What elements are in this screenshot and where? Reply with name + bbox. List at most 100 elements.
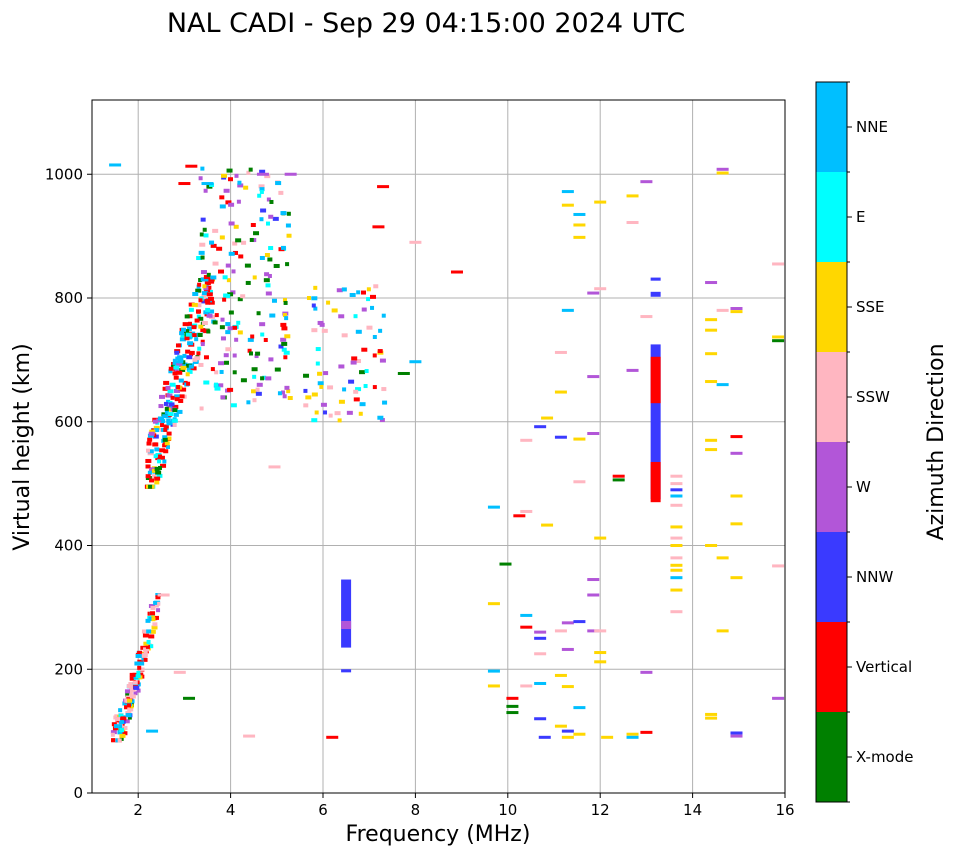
echo-point — [594, 536, 607, 540]
echo-mark — [195, 303, 202, 308]
echo-point — [705, 448, 718, 452]
echo-mark — [209, 279, 215, 284]
echo-mark — [197, 333, 203, 338]
echo-mark — [198, 250, 205, 255]
echo-point — [409, 360, 422, 364]
echo-point — [534, 652, 547, 656]
echo-point — [640, 670, 653, 674]
echo-mark — [143, 647, 150, 652]
echo-mark — [199, 242, 206, 247]
echo-mark — [146, 448, 151, 453]
echo-mark — [143, 641, 149, 646]
echo-mark — [260, 208, 267, 213]
echo-mark — [311, 303, 316, 308]
echo-mark — [256, 311, 261, 316]
echo-point — [538, 735, 551, 739]
echo-mark — [150, 605, 156, 610]
echo-mark — [379, 358, 386, 363]
x-tick-label: 12 — [591, 801, 610, 819]
echo-mark — [372, 385, 377, 390]
echo-mark — [164, 410, 169, 415]
echo-mark — [173, 375, 179, 380]
echo-mark — [183, 329, 190, 334]
echo-mark — [223, 188, 230, 193]
echo-mark — [259, 169, 266, 174]
echo-mark — [285, 223, 291, 228]
echo-mark — [233, 250, 239, 255]
echo-mark — [203, 310, 209, 315]
echo-mark — [227, 177, 233, 182]
echo-mark — [115, 717, 121, 722]
echo-mark — [313, 285, 318, 290]
echo-mark — [156, 601, 161, 606]
echo-mark — [219, 369, 224, 374]
echo-mark — [174, 397, 180, 402]
echo-mark — [135, 674, 141, 679]
echo-mark — [172, 422, 177, 427]
echo-point — [541, 523, 554, 527]
echo-mark — [127, 703, 132, 708]
echo-point — [626, 735, 639, 739]
echo-mark — [282, 298, 287, 303]
echo-mark — [260, 376, 265, 381]
echo-point — [268, 465, 281, 469]
echo-mark — [214, 313, 219, 318]
echo-mark — [203, 286, 209, 291]
x-tick-label: 14 — [683, 801, 702, 819]
x-tick-label: 2 — [133, 801, 143, 819]
echo-point — [587, 432, 600, 436]
echo-mark — [225, 263, 231, 268]
echo-mark — [149, 629, 156, 634]
echo-point — [554, 350, 567, 354]
echo-point — [561, 647, 574, 651]
echo-mark — [209, 240, 215, 245]
echo-mark — [251, 389, 258, 394]
echo-mark — [336, 288, 343, 293]
echo-point — [705, 380, 718, 384]
echo-mark — [200, 255, 205, 260]
echo-point — [594, 200, 607, 204]
echo-point — [534, 717, 547, 721]
echo-point — [705, 712, 718, 716]
echo-mark — [149, 429, 156, 434]
echo-mark — [148, 431, 155, 436]
echo-point — [201, 182, 214, 186]
echo-mark — [265, 291, 272, 296]
echo-point — [534, 425, 547, 429]
echo-mark — [369, 294, 376, 299]
y-tick-label: 1000 — [45, 165, 83, 183]
echo-point — [487, 505, 500, 509]
echo-mark — [225, 347, 232, 352]
echo-point — [626, 194, 639, 198]
echo-mark — [355, 329, 362, 334]
echo-point — [573, 620, 586, 624]
echo-mark — [350, 360, 357, 365]
echo-mark — [154, 466, 160, 471]
y-tick-label: 200 — [54, 660, 83, 678]
echo-point — [573, 480, 586, 484]
echo-point — [513, 514, 526, 518]
echo-mark — [129, 687, 136, 692]
echo-mark — [165, 444, 170, 449]
echo-mark — [207, 296, 214, 301]
echo-mark — [115, 738, 120, 743]
colorbar-label: X-mode — [856, 748, 913, 766]
echo-mark — [148, 484, 153, 489]
echo-mark — [148, 644, 154, 649]
echo-point — [594, 651, 607, 655]
echo-column — [650, 461, 661, 503]
echo-mark — [206, 292, 213, 297]
echo-mark — [157, 465, 162, 470]
echo-mark — [327, 385, 334, 390]
echo-mark — [317, 381, 324, 386]
echo-mark — [148, 616, 153, 621]
echo-point — [520, 509, 533, 513]
echo-mark — [205, 307, 211, 312]
echo-mark — [200, 217, 206, 222]
echo-mark — [226, 278, 231, 283]
echo-mark — [152, 474, 157, 479]
echo-mark — [226, 168, 233, 173]
echo-point — [670, 588, 683, 592]
echo-mark — [127, 698, 133, 703]
